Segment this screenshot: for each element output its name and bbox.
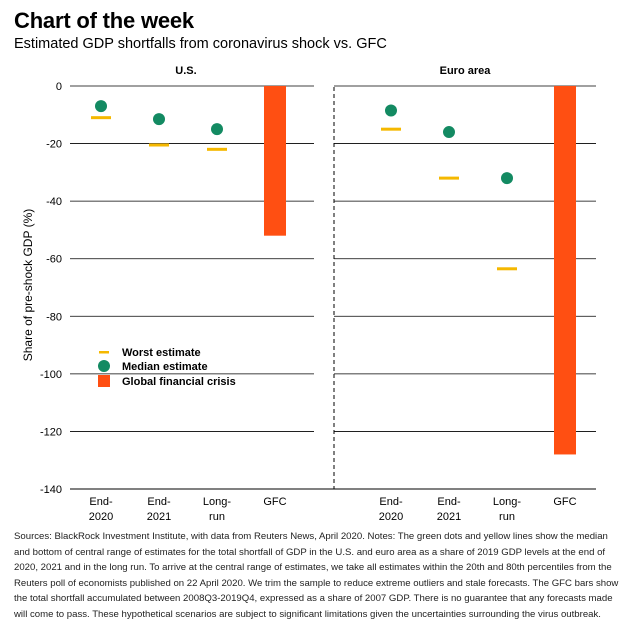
x-tick-label: Long-: [493, 496, 521, 508]
worst-estimate-mark: [91, 116, 111, 120]
x-tick-label: GFC: [553, 496, 576, 508]
x-tick-label: 2021: [437, 511, 461, 523]
median-estimate-dot: [211, 123, 223, 136]
x-tick-label: End-: [89, 496, 113, 508]
panel-title: U.S.: [175, 65, 196, 77]
y-tick-label: -20: [46, 139, 62, 151]
legend-worst-swatch: [99, 351, 109, 354]
x-tick-label: 2021: [147, 511, 171, 523]
y-tick-label: 0: [56, 81, 62, 93]
x-tick-label: 2020: [379, 511, 403, 523]
x-tick-label: run: [499, 511, 515, 523]
y-tick-label: -60: [46, 254, 62, 266]
chart-subtitle: Estimated GDP shortfalls from coronaviru…: [14, 36, 387, 52]
y-tick-label: -140: [40, 484, 62, 496]
x-tick-label: Long-: [203, 496, 231, 508]
x-tick-label: run: [209, 511, 225, 523]
y-tick-label: -120: [40, 426, 62, 438]
x-tick-label: 2020: [89, 511, 113, 523]
legend-median-swatch: [98, 360, 110, 372]
worst-estimate-mark: [497, 267, 517, 271]
panel-title: Euro area: [440, 65, 492, 77]
legend-entry: Median estimate: [122, 361, 208, 373]
x-tick-label: End-: [379, 496, 403, 508]
legend-entry: Global financial crisis: [122, 376, 236, 388]
median-estimate-dot: [501, 172, 513, 185]
median-estimate-dot: [95, 100, 107, 113]
legend-entry: Worst estimate: [122, 347, 201, 359]
gfc-bar: [554, 86, 576, 455]
median-estimate-dot: [385, 104, 397, 117]
data-marks: [91, 86, 576, 455]
chart-title: Chart of the week: [14, 8, 194, 33]
worst-estimate-mark: [439, 176, 459, 180]
panel-titles: U.S. Euro area: [175, 65, 491, 77]
worst-estimate-mark: [149, 143, 169, 147]
gridlines: [70, 85, 596, 432]
gfc-bar: [264, 86, 286, 236]
y-tick-label: -80: [46, 311, 62, 323]
source-note: Sources: BlackRock Investment Institute,…: [14, 531, 619, 620]
worst-estimate-mark: [207, 147, 227, 151]
chart-area: 0 -20 -40 -60 -80 -100 -120 -140 Share of pre-s…: [21, 65, 596, 523]
legend: Worst estimate Median estimate Global fina…: [98, 347, 236, 388]
y-tick-label: -40: [46, 196, 62, 208]
x-tick-label: End-: [437, 496, 461, 508]
median-estimate-dot: [153, 113, 165, 126]
x-tick-labels: End- 2020 End- 2021 Long-run GFC End- 2020 End- 2…: [89, 496, 577, 523]
median-estimate-dot: [443, 126, 455, 139]
legend-gfc-swatch: [98, 375, 110, 387]
y-tick-label: -100: [40, 369, 62, 381]
worst-estimate-mark: [381, 127, 401, 131]
x-tick-label: GFC: [263, 496, 286, 508]
x-tick-label: End-: [147, 496, 171, 508]
y-axis-label: Share of pre-shock GDP (%): [21, 209, 35, 362]
y-tick-labels: 0 -20 -40 -60 -80 -100 -120 -140: [40, 81, 62, 496]
